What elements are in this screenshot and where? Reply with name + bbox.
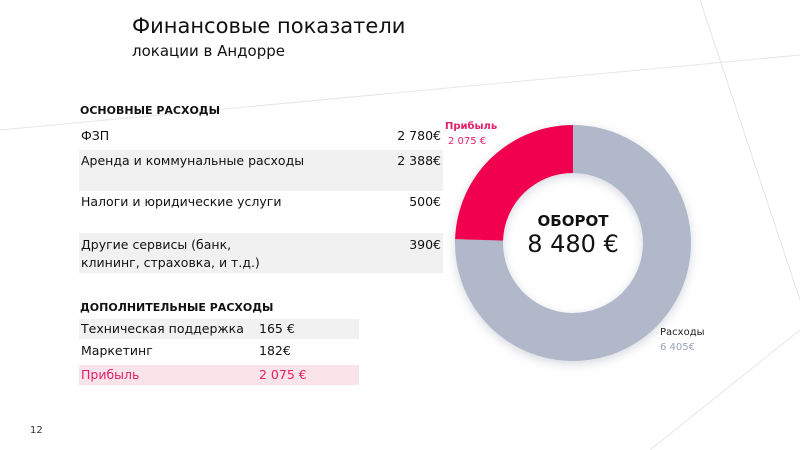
expense-row: ФЗП 2 780€: [81, 128, 441, 143]
profit-legend-value: 2 075 €: [448, 136, 487, 147]
extra-row: Маркетинг 182€: [81, 343, 291, 358]
profit-row: Прибыль 2 075 €: [79, 365, 359, 385]
page-number: 12: [30, 425, 43, 436]
page-subtitle: локации в Андорре: [132, 42, 285, 60]
turnover-title: ОБОРОТ: [537, 212, 609, 230]
slice-profit: [455, 125, 573, 241]
extra-expenses-heading: ДОПОЛНИТЕЛЬНЫЕ РАСХОДЫ: [80, 301, 274, 314]
profit-legend-label: Прибыль: [445, 121, 498, 132]
extra-row: Техническая поддержка 165 €: [79, 319, 359, 339]
slice-expenses: [455, 125, 691, 362]
turnover-center: ОБОРОТ 8 480 €: [503, 212, 643, 258]
turnover-value: 8 480 €: [527, 230, 619, 258]
expenses-legend-value: 6 405€: [660, 342, 695, 353]
expense-row: Другие сервисы (банк, клининг, страховка,…: [79, 233, 443, 273]
expense-row: Аренда и коммунальные расходы 2 388€: [79, 150, 443, 191]
expense-row: Налоги и юридические услуги 500€: [81, 194, 441, 209]
expenses-legend-label: Расходы: [660, 327, 705, 338]
page-title: Финансовые показатели: [132, 14, 406, 38]
main-expenses-heading: ОСНОВНЫЕ РАСХОДЫ: [80, 104, 220, 117]
